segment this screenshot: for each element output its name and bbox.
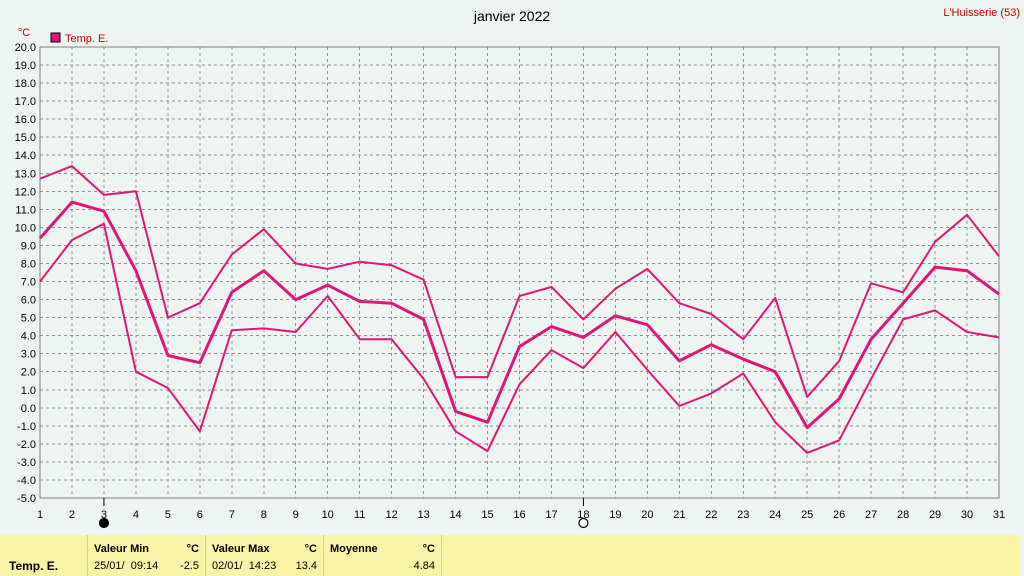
x-tick-label: 21 (673, 509, 685, 521)
x-tick-label: 15 (481, 509, 493, 521)
x-tick-label: 31 (993, 509, 1005, 521)
x-tick-label: 3 (101, 509, 107, 521)
y-tick-label: 19.0 (15, 60, 36, 72)
summary-series-cell: Temp. E. (0, 535, 88, 576)
y-axis-unit: °C (18, 27, 30, 39)
x-tick-label: 17 (545, 509, 557, 521)
series-line-max (39, 165, 1000, 398)
x-tick-label: 6 (197, 509, 203, 521)
x-tick-label: 8 (261, 509, 267, 521)
x-tick-label: 12 (386, 509, 398, 521)
min-unit: °C (186, 543, 199, 555)
y-tick-label: 6.0 (21, 295, 36, 307)
y-tick-label: -2.0 (17, 439, 36, 451)
y-tick-label: 7.0 (21, 277, 36, 289)
y-tick-label: 3.0 (21, 349, 36, 361)
x-tick-label: 18 (577, 509, 589, 521)
x-tick-label: 2 (69, 509, 75, 521)
x-tick-label: 10 (322, 509, 334, 521)
x-tick-label: 24 (769, 509, 781, 521)
summary-avg-cell: Moyenne °C 4.84 (324, 535, 442, 576)
x-tick-label: 11 (354, 509, 365, 521)
summary-empty-cell (442, 535, 1020, 576)
x-axis-ticks: 1 2 3 4 5 6 7 8 9 10 11 12 13 14 15 16 17 18 19 20 21 22 23 24 2… (37, 509, 1005, 521)
avg-header: Moyenne (330, 543, 378, 555)
summary-min-cell: Valeur Min °C 25/01/ 09:14 -2.5 (88, 535, 206, 576)
y-tick-label: 14.0 (15, 150, 36, 162)
x-tick-label: 7 (229, 509, 235, 521)
x-tick-label: 23 (737, 509, 749, 521)
y-tick-label: -4.0 (17, 475, 36, 487)
x-tick-label: 9 (293, 509, 299, 521)
series-line-min (39, 222, 1000, 454)
y-tick-label: 12.0 (15, 186, 36, 198)
min-value: -2.5 (180, 560, 199, 572)
y-axis-ticks: 20.0 19.0 18.0 17.0 16.0 15.0 14.0 13.0 12.0 11.0… (15, 42, 36, 505)
x-tick-label: 20 (641, 509, 653, 521)
x-tick-label: 30 (961, 509, 973, 521)
y-tick-label: 1.0 (21, 385, 36, 397)
y-tick-label: -3.0 (17, 457, 36, 469)
x-tick-label: 26 (833, 509, 845, 521)
y-tick-label: -1.0 (17, 421, 36, 433)
summary-max-cell: Valeur Max °C 02/01/ 14:23 13.4 (206, 535, 324, 576)
x-tick-label: 29 (929, 509, 941, 521)
avg-unit: °C (422, 543, 435, 555)
x-tick-label: 25 (801, 509, 813, 521)
new-moon-icon (98, 517, 110, 529)
y-tick-label: -5.0 (17, 493, 36, 505)
x-tick-label: 28 (897, 509, 909, 521)
x-tick-label: 22 (705, 509, 717, 521)
max-header: Valeur Max (212, 543, 270, 555)
plot-frame (39, 46, 1000, 499)
avg-value: 4.84 (413, 560, 435, 572)
x-tick-label: 1 (37, 509, 43, 521)
y-tick-label: 20.0 (15, 42, 36, 54)
chart-title: janvier 2022 (473, 8, 550, 24)
legend-label: Temp. E. (65, 33, 108, 45)
full-moon-icon (578, 517, 589, 529)
y-tick-label: 10.0 (15, 222, 36, 234)
y-tick-label: 16.0 (15, 114, 36, 126)
y-tick-label: 11.0 (15, 204, 36, 216)
y-tick-label: 2.0 (21, 367, 36, 379)
summary-bar: Temp. E. Valeur Min °C 25/01/ 09:14 -2.5… (0, 535, 1024, 576)
chart-grid (39, 46, 1000, 499)
summary-series-label: Temp. E. (9, 559, 59, 573)
legend-swatch (50, 32, 61, 43)
y-tick-label: 15.0 (15, 132, 36, 144)
max-value: 13.4 (295, 560, 317, 572)
series-line-mean (38, 200, 1000, 430)
station-name: L'Huisserie (53) (943, 7, 1020, 19)
y-tick-label: 8.0 (21, 258, 36, 270)
x-tick-label: 16 (513, 509, 525, 521)
y-tick-label: 17.0 (15, 96, 36, 108)
temperature-chart: 20.019.018.017.016.015.014.013.012.011.0… (15, 7, 1020, 529)
y-tick-label: 4.0 (21, 331, 36, 343)
x-tick-label: 27 (865, 509, 877, 521)
x-tick-label: 5 (165, 509, 171, 521)
min-header: Valeur Min (94, 543, 150, 555)
max-datetime: 02/01/ 14:23 (212, 560, 277, 572)
y-tick-label: 13.0 (15, 168, 36, 180)
y-tick-label: 9.0 (21, 240, 36, 252)
series-lines (38, 165, 1000, 454)
y-tick-label: 0.0 (21, 403, 36, 415)
x-tick-label: 14 (449, 509, 461, 521)
x-tick-label: 13 (417, 509, 429, 521)
y-tick-label: 18.0 (15, 78, 36, 90)
max-unit: °C (304, 543, 317, 555)
min-datetime: 25/01/ 09:14 (94, 560, 159, 572)
moon-markers (98, 498, 589, 529)
x-tick-label: 4 (133, 509, 139, 521)
y-tick-label: 5.0 (21, 313, 36, 325)
x-tick-label: 19 (609, 509, 621, 521)
